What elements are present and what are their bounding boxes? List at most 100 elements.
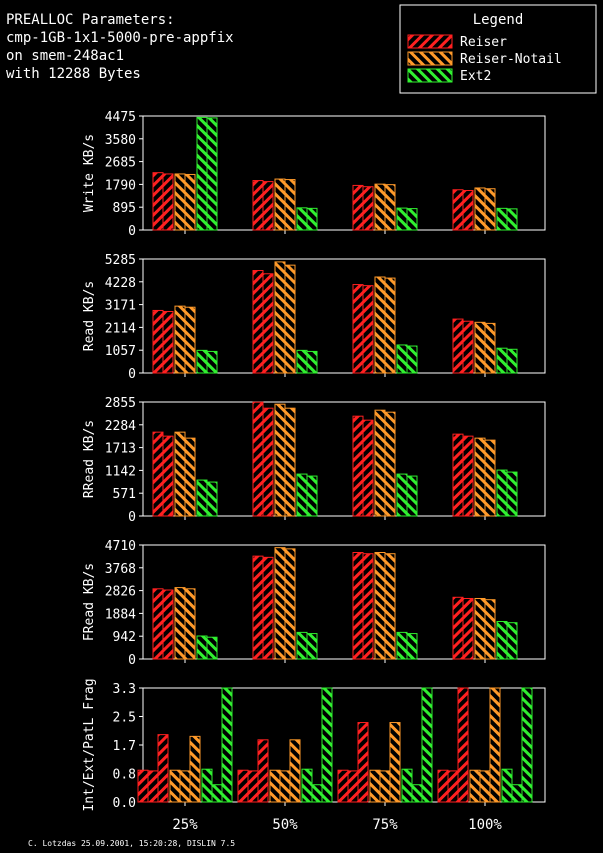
bar-reiser xyxy=(152,172,164,231)
footer-credit: C. Lotzdas 25.09.2001, 15:20:28, DISLIN … xyxy=(28,839,235,848)
y-tick-label: 4228 xyxy=(105,276,136,291)
panel-1: 0 895 1790 2685 3580 4475 Write KB/s xyxy=(82,110,546,239)
x-category-label: 100% xyxy=(468,817,502,833)
bar-reiser xyxy=(362,553,374,660)
header-line-2: cmp-1GB-1x1-5000-pre-appfix xyxy=(6,30,234,46)
panel-2: 0 1057 2114 3171 4228 5285 Read KB/s xyxy=(82,253,546,382)
bar-reiser xyxy=(257,739,269,803)
bar-ext2 xyxy=(206,117,218,231)
bar-reiser-notail xyxy=(374,409,386,517)
bar-reiser-notail xyxy=(389,722,401,803)
bar-reiser-notail xyxy=(379,770,391,803)
bar-ext2 xyxy=(201,768,213,803)
y-tick-label: 0 xyxy=(128,510,136,525)
bar-reiser-notail xyxy=(184,588,196,660)
bar-ext2 xyxy=(511,784,523,803)
legend-title: Legend xyxy=(473,12,524,28)
y-tick-label: 1142 xyxy=(105,464,136,479)
bar-reiser-notail xyxy=(484,439,496,517)
bar-reiser-notail xyxy=(374,183,386,231)
bar-reiser xyxy=(437,769,449,803)
bar-reiser xyxy=(362,419,374,517)
bar-ext2 xyxy=(206,481,218,517)
y-axis-label: Read KB/s xyxy=(82,281,97,351)
bar-reiser xyxy=(362,285,374,374)
legend-swatch-reiser xyxy=(407,34,453,49)
bar-reiser xyxy=(462,435,474,517)
y-tick-label: 2826 xyxy=(105,585,136,600)
bar-ext2 xyxy=(496,469,508,517)
bar-reiser xyxy=(352,552,364,660)
bar-ext2 xyxy=(196,635,208,660)
x-category-label: 50% xyxy=(272,817,298,833)
bar-reiser-notail xyxy=(384,411,396,517)
bar-reiser-notail xyxy=(474,187,486,231)
bar-reiser xyxy=(462,597,474,660)
bar-ext2 xyxy=(396,631,408,660)
y-tick-label: 4475 xyxy=(105,110,136,125)
bar-ext2 xyxy=(321,687,333,803)
y-tick-label: 571 xyxy=(113,487,136,502)
x-category-label: 75% xyxy=(372,817,398,833)
bar-reiser xyxy=(252,270,264,374)
x-category-label: 25% xyxy=(172,817,198,833)
bar-reiser xyxy=(262,407,274,517)
bar-reiser xyxy=(347,770,359,803)
bar-reiser xyxy=(237,769,249,803)
legend: Legend Reiser Reiser-Notail Ext2 xyxy=(399,4,597,94)
y-tick-label: 2284 xyxy=(105,419,136,434)
bar-reiser-notail xyxy=(284,548,296,660)
y-tick-label: 1.7 xyxy=(113,739,136,754)
panel-frame xyxy=(142,115,546,231)
bar-reiser xyxy=(352,415,364,517)
y-tick-label: 0 xyxy=(128,653,136,668)
y-axis-label: FRead KB/s xyxy=(82,563,97,641)
y-tick-label: 3768 xyxy=(105,562,136,577)
bar-reiser-notail xyxy=(174,305,186,374)
bar-reiser-notail xyxy=(474,321,486,374)
bar-reiser-notail xyxy=(174,431,186,517)
bar-ext2 xyxy=(306,207,318,231)
bar-reiser-notail xyxy=(169,769,181,803)
bar-reiser xyxy=(162,311,174,374)
bar-reiser xyxy=(262,181,274,231)
bar-reiser xyxy=(252,555,264,660)
bar-reiser xyxy=(262,273,274,374)
bar-reiser-notail xyxy=(284,264,296,374)
x-category-labels: 25% 50% 75% 100% xyxy=(172,817,502,833)
y-axis-label: Write KB/s xyxy=(82,134,97,212)
bar-reiser-notail xyxy=(484,188,496,231)
bar-reiser xyxy=(252,401,264,517)
bar-reiser xyxy=(447,770,459,803)
header-line-4: with 12288 Bytes xyxy=(6,66,141,82)
bar-reiser xyxy=(352,284,364,374)
bar-reiser-notail xyxy=(184,437,196,517)
header-line-1: PREALLOC Parameters: xyxy=(6,12,175,28)
bar-ext2 xyxy=(296,207,308,231)
bar-ext2 xyxy=(496,347,508,374)
bar-reiser xyxy=(157,734,169,803)
bar-reiser-notail xyxy=(469,769,481,803)
bar-reiser xyxy=(162,435,174,517)
panel-frame xyxy=(142,258,546,374)
bar-reiser xyxy=(147,770,159,803)
y-tick-label: 0 xyxy=(128,367,136,382)
bar-reiser-notail xyxy=(289,739,301,803)
y-tick-label: 0 xyxy=(128,224,136,239)
bar-ext2 xyxy=(196,479,208,517)
bar-ext2 xyxy=(396,207,408,231)
bar-ext2 xyxy=(406,208,418,231)
bar-reiser-notail xyxy=(484,599,496,660)
bar-ext2 xyxy=(211,784,223,803)
bar-ext2 xyxy=(296,473,308,517)
y-tick-label: 2114 xyxy=(105,321,136,336)
y-tick-label: 3580 xyxy=(105,133,136,148)
bar-ext2 xyxy=(506,208,518,231)
y-tick-label: 942 xyxy=(113,630,136,645)
bar-reiser-notail xyxy=(369,769,381,803)
bar-reiser xyxy=(452,189,464,231)
bar-ext2 xyxy=(506,622,518,660)
bar-reiser-notail xyxy=(374,552,386,660)
bar-ext2 xyxy=(206,350,218,374)
bar-reiser xyxy=(162,173,174,231)
